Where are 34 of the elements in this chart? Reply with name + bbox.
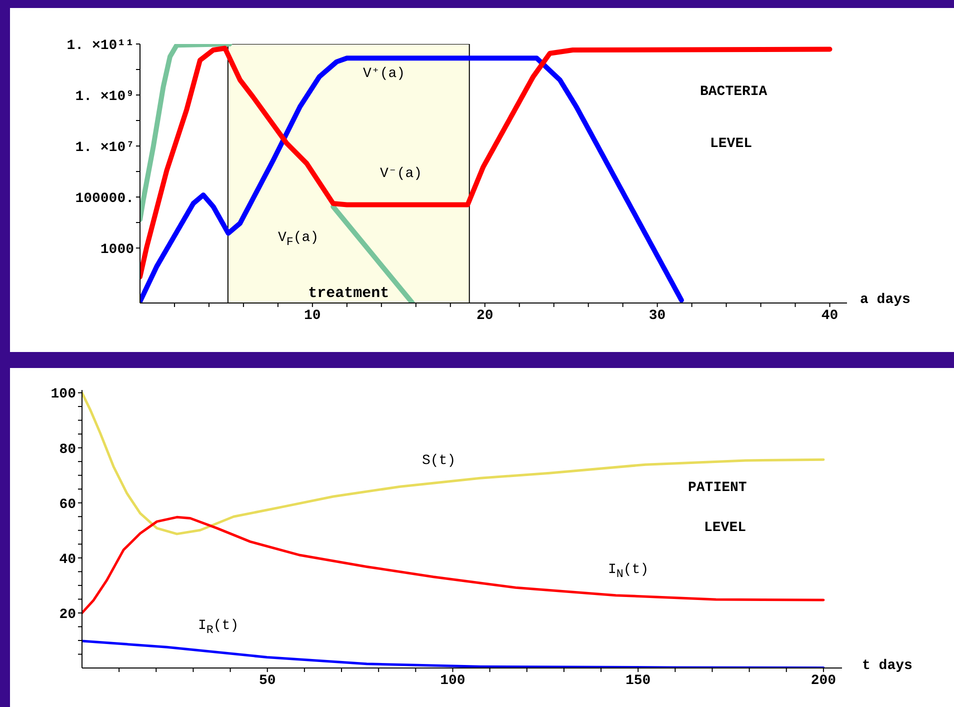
- y-tick-label: 1. ×10⁹: [75, 88, 134, 105]
- y-tick-label: 80: [59, 442, 76, 458]
- y-tick-label: 1. ×10¹¹: [66, 38, 134, 54]
- x-tick-label: 10: [304, 308, 321, 324]
- series-label: I$_{N}$(t): [608, 562, 649, 581]
- band-label: treatment: [308, 285, 390, 302]
- x-tick-label: 100: [440, 672, 466, 689]
- x-tick-label: 40: [821, 308, 838, 324]
- x-tick-label: 200: [810, 672, 836, 689]
- line-series: [82, 640, 825, 668]
- annotation: LEVEL: [710, 136, 752, 152]
- y-tick-label: 1000: [100, 242, 134, 258]
- x-tick-label: 20: [476, 308, 494, 324]
- y-tick-label: 100: [50, 386, 76, 403]
- series-label: V⁺(a): [363, 65, 406, 82]
- annotation: LEVEL: [704, 520, 746, 536]
- series-label: I$_{R}$(t): [198, 618, 239, 637]
- y-tick-label: 20: [59, 606, 76, 623]
- y-tick-label: 1. ×10⁷: [75, 140, 134, 156]
- series-label: V$_{F}$(a): [278, 230, 319, 249]
- annotation: PATIENT: [688, 480, 747, 496]
- x-axis-title: t days: [862, 658, 912, 674]
- x-axis-title: a days: [860, 292, 910, 308]
- x-tick-label: 50: [258, 672, 276, 689]
- x-tick-label: 150: [625, 672, 651, 689]
- y-tick-label: 40: [59, 552, 76, 568]
- series-label: S(t): [422, 453, 456, 469]
- y-tick-label: 60: [59, 496, 76, 513]
- series-label: V⁻(a): [380, 165, 422, 182]
- annotation: BACTERIA: [700, 84, 768, 100]
- y-tick-label: 100000.: [75, 191, 134, 207]
- line-series: [82, 516, 825, 614]
- line-series: [82, 392, 825, 536]
- x-tick-label: 30: [648, 308, 666, 324]
